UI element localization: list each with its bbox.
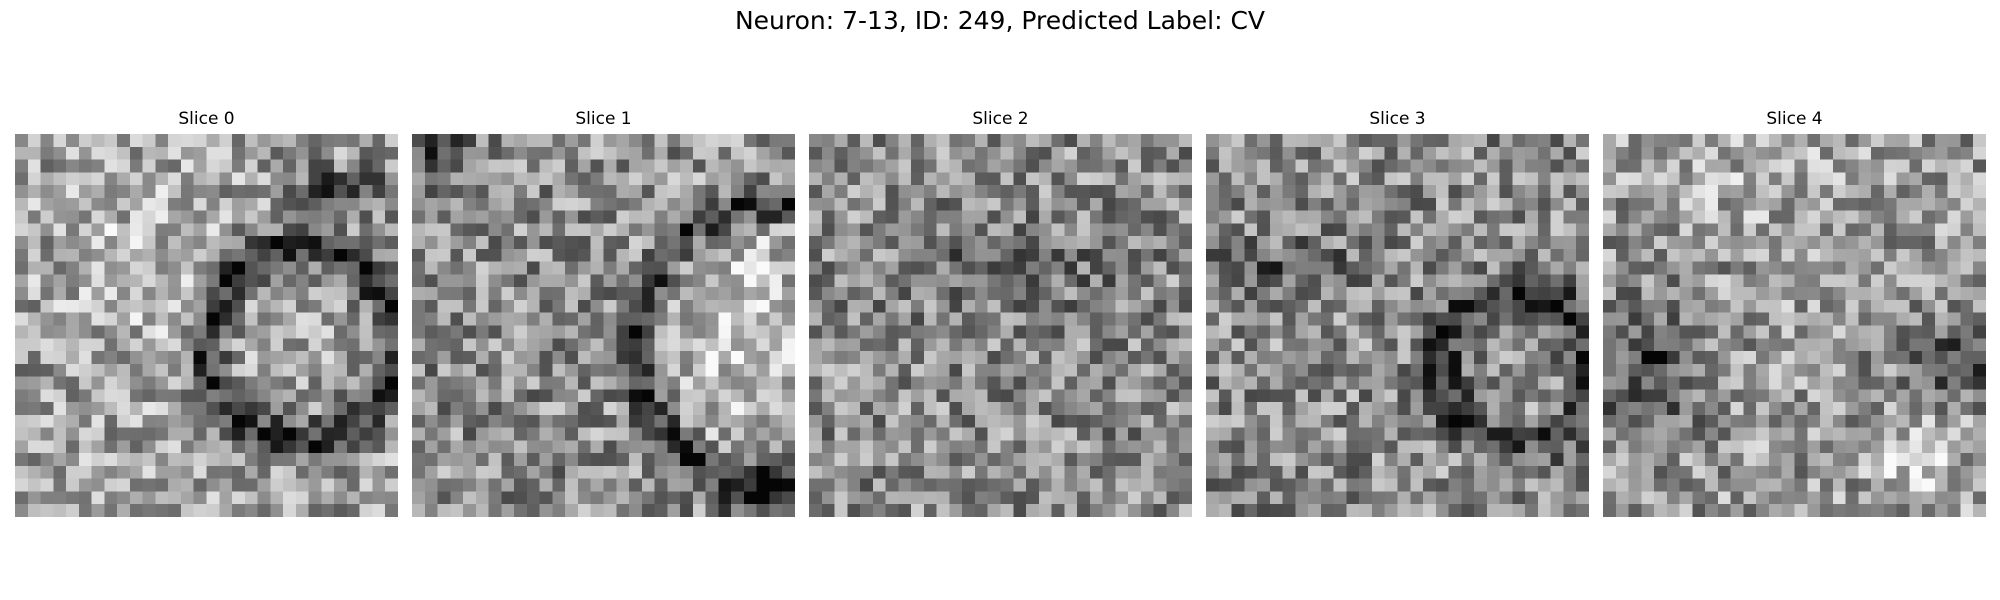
slice-title-0: Slice 0 [178, 109, 235, 129]
slice-image-2 [809, 134, 1192, 517]
slice-title-3: Slice 3 [1369, 109, 1426, 129]
slice-image-3 [1206, 134, 1589, 517]
slice-title-1: Slice 1 [575, 109, 632, 129]
slice-title-4: Slice 4 [1766, 109, 1823, 129]
slice-panel-1: Slice 1 [412, 108, 795, 517]
figure-title: Neuron: 7-13, ID: 249, Predicted Label: … [734, 6, 1266, 35]
slice-panel-2: Slice 2 [809, 108, 1192, 517]
slice-title-2: Slice 2 [972, 109, 1029, 129]
slice-image-4 [1603, 134, 1986, 517]
slice-panel-4: Slice 4 [1603, 108, 1986, 517]
slice-panel-3: Slice 3 [1206, 108, 1589, 517]
slice-image-0 [15, 134, 398, 517]
slice-panel-0: Slice 0 [15, 108, 398, 517]
slice-image-1 [412, 134, 795, 517]
